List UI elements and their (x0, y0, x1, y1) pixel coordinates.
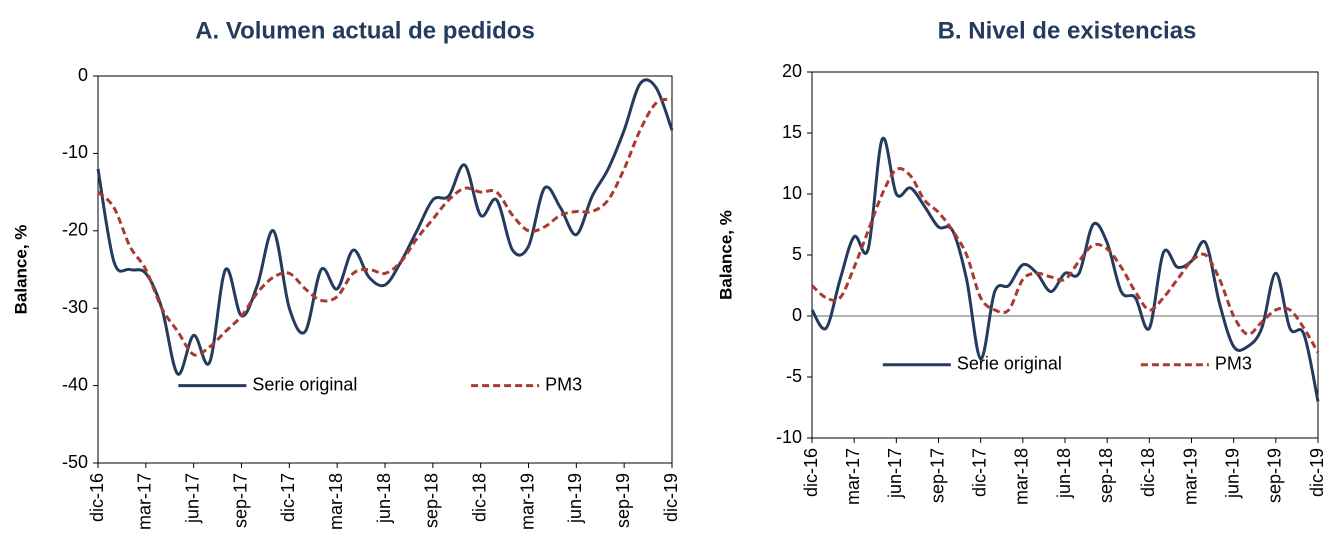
y-tick-label: 0 (792, 305, 802, 325)
x-tick-label: sep-17 (927, 448, 947, 503)
x-tick-label: dic-18 (1138, 448, 1158, 497)
x-tick-label: sep-19 (1265, 448, 1285, 503)
legend-label: PM3 (1215, 354, 1252, 374)
y-tick-label: -50 (62, 452, 88, 472)
y-tick-label: -10 (62, 142, 88, 162)
x-tick-label: dic-17 (969, 448, 989, 497)
x-tick-label: jun-17 (182, 473, 202, 524)
x-tick-label: mar-17 (135, 473, 155, 530)
plot-frame (97, 75, 673, 464)
y-tick-label: 0 (78, 65, 88, 85)
x-tick-label: dic-19 (661, 473, 681, 522)
y-tick-label: -30 (62, 297, 88, 317)
series-line (96, 78, 674, 376)
x-tick-label: sep-17 (230, 473, 250, 528)
x-tick-label: sep-18 (422, 473, 442, 528)
x-tick-label: mar-19 (1180, 448, 1200, 505)
x-tick-label: jun-18 (374, 473, 394, 524)
y-tick-label: -5 (786, 366, 802, 386)
y-tick-label: 15 (782, 122, 802, 142)
x-tick-label: mar-19 (517, 473, 537, 530)
series-line (810, 136, 1320, 402)
x-tick-label: dic-17 (278, 473, 298, 522)
x-tick-label: jun-19 (565, 473, 585, 524)
x-tick-label: jun-19 (1222, 448, 1242, 499)
y-tick-label: 20 (782, 61, 802, 81)
x-tick-label: mar-17 (843, 448, 863, 505)
y-tick-label: -40 (62, 374, 88, 394)
y-axis-title: Balance, % (11, 225, 30, 315)
x-tick-label: jun-17 (885, 448, 905, 499)
x-tick-label: dic-16 (87, 473, 107, 522)
y-axis-title: Balance, % (716, 210, 735, 300)
y-tick-label: 5 (792, 244, 802, 264)
legend-label: PM3 (545, 374, 582, 394)
legend-label: Serie original (957, 354, 1062, 374)
chart-title: B. Nivel de existencias (938, 17, 1197, 44)
x-tick-label: dic-18 (469, 473, 489, 522)
series-line (96, 97, 673, 357)
series-line (810, 167, 1320, 354)
x-tick-label: dic-19 (1307, 448, 1327, 497)
plot-frame (811, 71, 1319, 439)
y-tick-label: -20 (62, 220, 88, 240)
x-tick-label: mar-18 (326, 473, 346, 530)
x-tick-label: dic-16 (801, 448, 821, 497)
x-tick-label: sep-19 (613, 473, 633, 528)
x-tick-label: sep-18 (1096, 448, 1116, 503)
x-tick-label: mar-18 (1012, 448, 1032, 505)
x-tick-label: jun-18 (1054, 448, 1074, 499)
chart-title: A. Volumen actual de pedidos (195, 17, 535, 44)
legend-label: Serie original (252, 374, 357, 394)
y-tick-label: 10 (782, 183, 802, 203)
y-tick-label: -10 (776, 427, 802, 447)
